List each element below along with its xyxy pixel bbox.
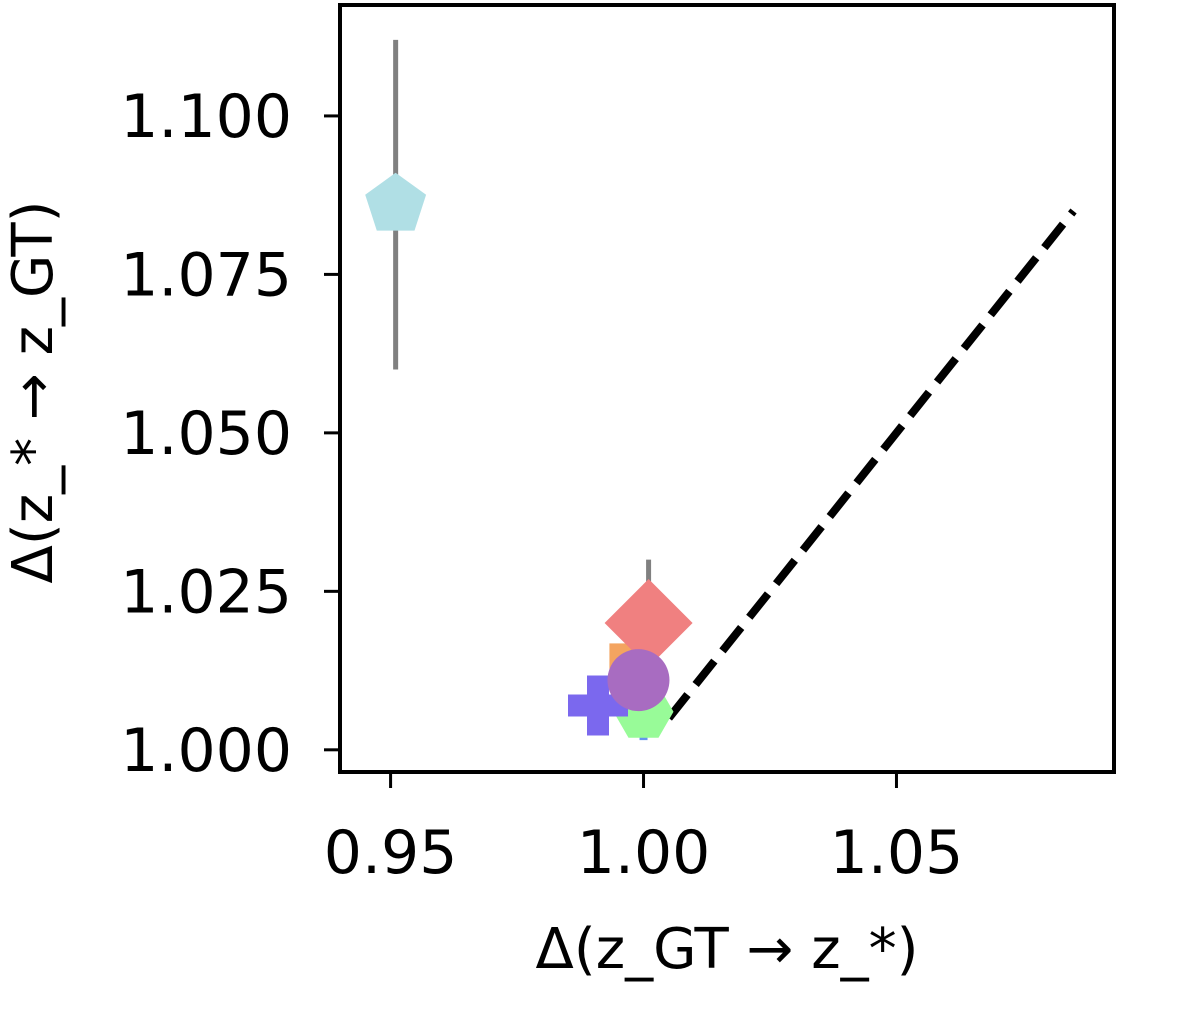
reference-dashed-line: [665, 208, 1077, 721]
y-tick-label: 1.025: [120, 557, 292, 627]
plus-marker: [568, 675, 628, 736]
x-tick-label: 1.00: [577, 818, 711, 888]
x-tick-label: 0.95: [324, 818, 458, 888]
y-axis-label: Δ(z_* → z_GT): [1, 201, 66, 584]
x-tick-label: 1.05: [830, 818, 964, 888]
y-tick-label: 1.050: [120, 399, 292, 469]
x-axis-label: Δ(z_GT → z_*): [536, 917, 919, 982]
plot-frame: [338, 3, 1116, 774]
circle-marker: [607, 649, 670, 712]
y-tick-label: 1.075: [120, 240, 292, 310]
axis-ticks: 0.95 1.00 1.05 1.000 1.025 1.050 1.075 1.100: [120, 82, 963, 888]
chart-marks: [365, 39, 1077, 741]
y-tick-label: 1.100: [120, 82, 292, 152]
diamond-marker: [604, 579, 693, 667]
y-tick-label: 1.000: [120, 716, 292, 786]
pentagon-marker: [365, 172, 427, 231]
